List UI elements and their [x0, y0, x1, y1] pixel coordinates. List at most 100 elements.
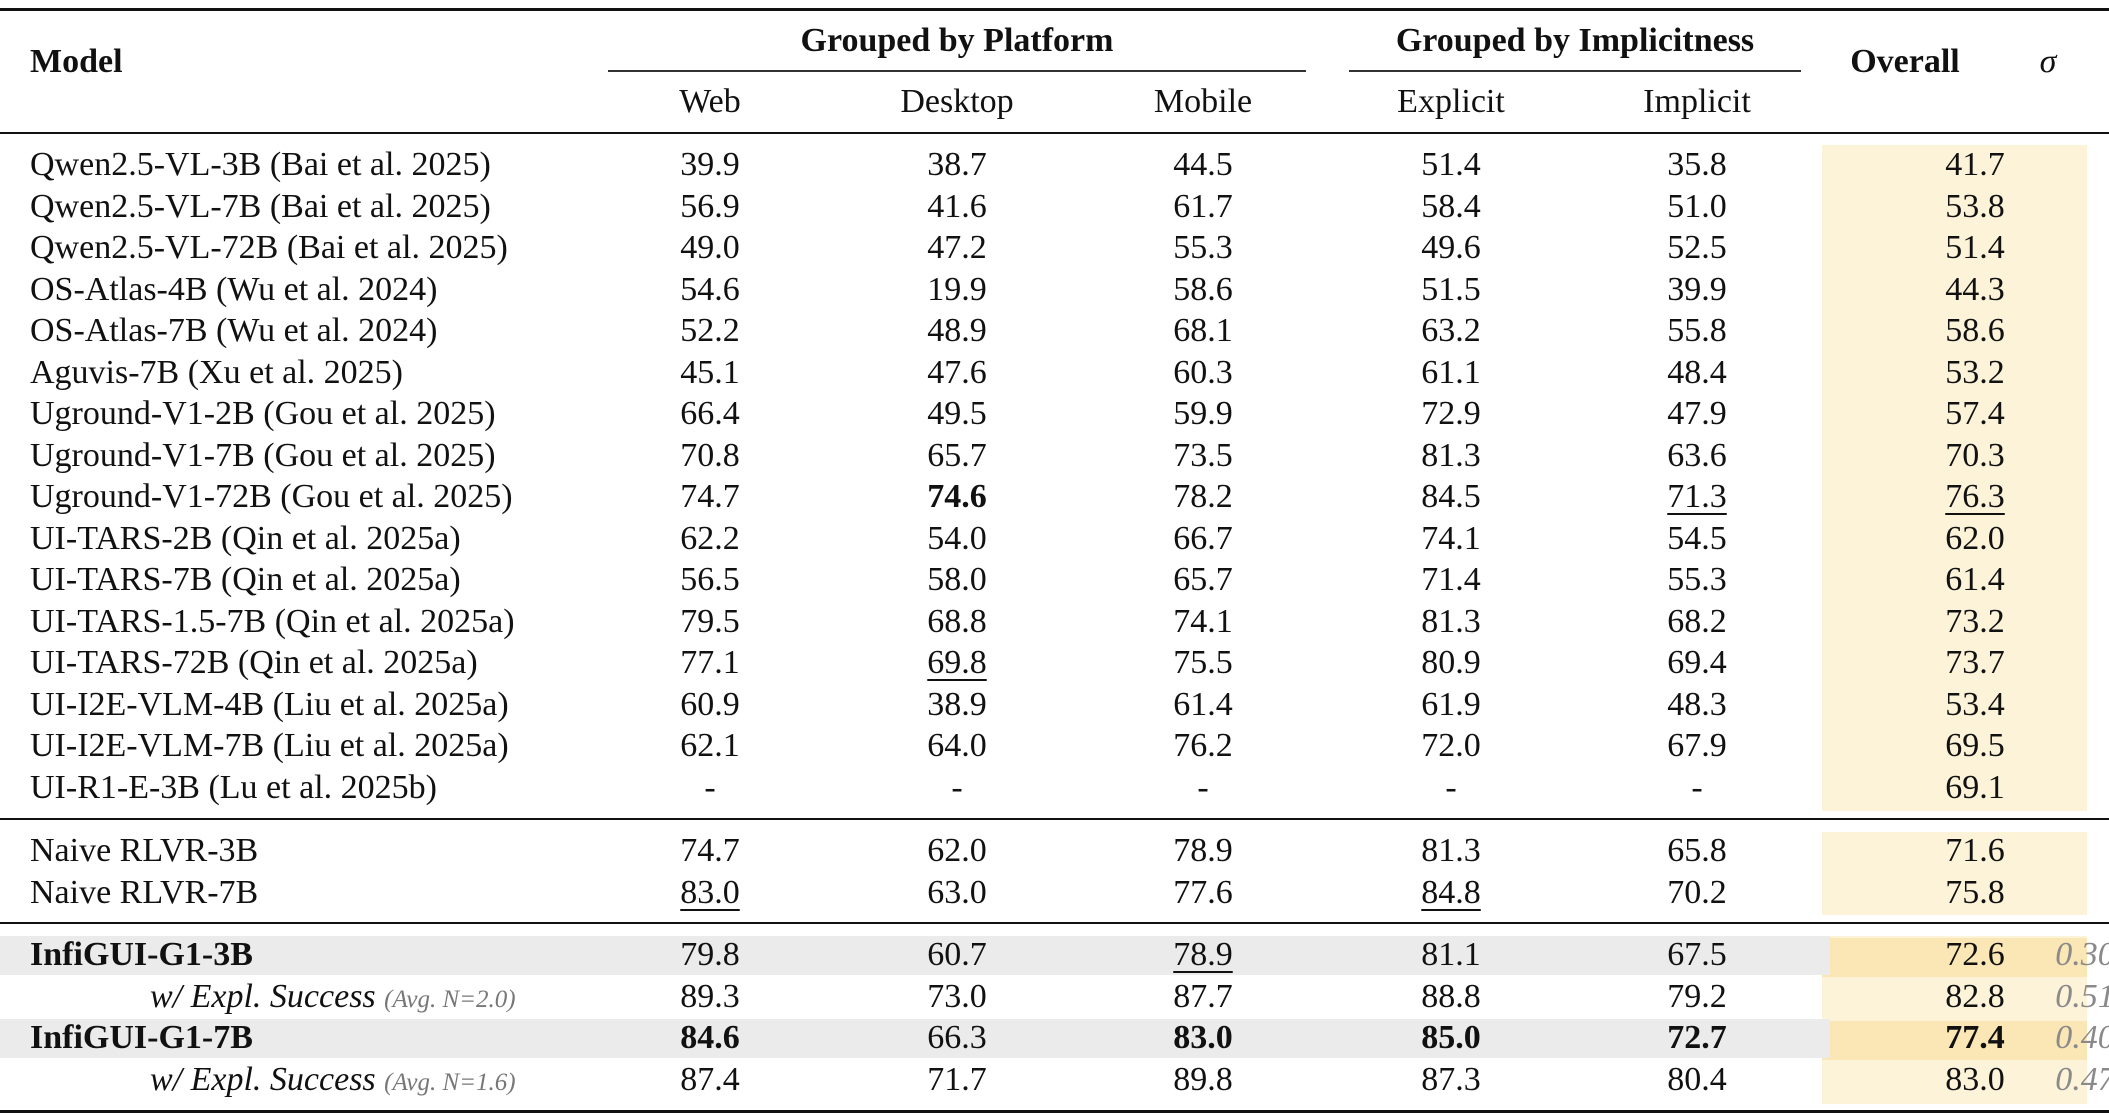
implicit-score: 55.3	[1667, 561, 1727, 598]
variant-label: w/ Expl. Success	[150, 1060, 376, 1098]
overall-score: 73.2	[1945, 602, 2005, 640]
overall-strong-bg	[1822, 938, 2087, 977]
implicitness-group-line	[1349, 70, 1801, 72]
overall-score: 76.3	[1945, 478, 2005, 515]
variant-label: w/ Expl. Success	[150, 977, 376, 1015]
header-overall: Overall	[1850, 43, 1960, 80]
desktop-score: 62.0	[927, 832, 987, 869]
web-score: 77.1	[680, 644, 740, 681]
web-score: 52.2	[680, 312, 740, 349]
model-name: UI-TARS-7B (Qin et al. 2025a)	[30, 561, 461, 598]
mobile-score: 58.6	[1173, 270, 1233, 308]
model-name: UI-R1-E-3B (Lu et al. 2025b)	[30, 768, 437, 806]
header-rule	[0, 132, 2109, 134]
mobile-score: 61.4	[1173, 685, 1233, 723]
desktop-score: 73.0	[927, 977, 987, 1015]
overall-score: 72.6	[1945, 936, 2005, 973]
model-name: Qwen2.5-VL-3B (Bai et al. 2025)	[30, 146, 491, 183]
mobile-score: -	[1197, 768, 1209, 806]
explicit-score: -	[1445, 768, 1457, 806]
desktop-score: 63.0	[927, 873, 987, 911]
bottom-rule	[0, 1110, 2109, 1113]
implicit-score: 52.5	[1667, 229, 1727, 266]
mobile-score: 75.5	[1173, 644, 1233, 681]
overall-score: 75.8	[1945, 873, 2005, 911]
web-score: 39.9	[680, 146, 740, 183]
desktop-score: 68.8	[927, 602, 987, 640]
desktop-score: 38.7	[927, 146, 987, 183]
implicit-score: 71.3	[1667, 478, 1727, 515]
highlight-row-bg	[0, 1019, 1830, 1058]
desktop-score: 65.7	[927, 436, 987, 474]
implicit-score: 47.9	[1667, 395, 1727, 432]
overall-score: 71.6	[1945, 832, 2005, 869]
mobile-score: 66.7	[1173, 519, 1233, 557]
implicit-score: -	[1691, 768, 1703, 806]
desktop-score: 19.9	[927, 270, 987, 308]
web-score: 60.9	[680, 685, 740, 723]
header-desktop: Desktop	[900, 83, 1014, 120]
sigma-value: 0.40	[2055, 1019, 2109, 1056]
model-name: Uground-V1-72B (Gou et al. 2025)	[30, 478, 513, 515]
web-score: 87.4	[680, 1060, 740, 1098]
overall-score: 62.0	[1945, 519, 2005, 557]
explicit-score: 71.4	[1421, 561, 1481, 598]
mobile-score: 78.9	[1173, 936, 1233, 973]
implicit-score: 54.5	[1667, 519, 1727, 557]
explicit-score: 72.9	[1421, 395, 1481, 432]
web-score: 79.5	[680, 602, 740, 640]
web-score: 79.8	[680, 936, 740, 973]
desktop-score: 60.7	[927, 936, 987, 973]
model-name: UI-TARS-72B (Qin et al. 2025a)	[30, 644, 478, 681]
avg-n-label: (Avg. N=2.0)	[384, 985, 516, 1013]
model-name: Qwen2.5-VL-7B (Bai et al. 2025)	[30, 187, 491, 225]
implicit-score: 51.0	[1667, 187, 1727, 225]
explicit-score: 72.0	[1421, 727, 1481, 764]
web-score: 54.6	[680, 270, 740, 308]
model-name: w/ Expl. Success (Avg. N=1.6)	[150, 1059, 516, 1100]
web-score: 56.9	[680, 187, 740, 225]
desktop-score: 64.0	[927, 727, 987, 764]
mobile-score: 74.1	[1173, 602, 1233, 640]
web-score: 89.3	[680, 977, 740, 1015]
explicit-score: 84.5	[1421, 478, 1481, 515]
header-implicit: Implicit	[1643, 83, 1751, 120]
overall-score: 53.2	[1945, 353, 2005, 391]
explicit-score: 51.4	[1421, 146, 1481, 183]
implicit-score: 70.2	[1667, 873, 1727, 911]
overall-score: 61.4	[1945, 561, 2005, 598]
model-name: InfiGUI-G1-3B	[30, 936, 253, 973]
mobile-score: 55.3	[1173, 229, 1233, 266]
web-score: 62.1	[680, 727, 740, 764]
overall-score: 58.6	[1945, 312, 2005, 349]
desktop-score: 48.9	[927, 312, 987, 349]
implicit-score: 55.8	[1667, 312, 1727, 349]
section-rule-1	[0, 818, 2109, 820]
implicit-score: 69.4	[1667, 644, 1727, 681]
implicit-score: 68.2	[1667, 602, 1727, 640]
model-name: Aguvis-7B (Xu et al. 2025)	[30, 353, 404, 391]
overall-score: 53.4	[1945, 685, 2005, 723]
desktop-score: 66.3	[927, 1019, 987, 1056]
implicit-score: 72.7	[1667, 1019, 1727, 1056]
explicit-score: 74.1	[1421, 519, 1481, 557]
overall-score: 44.3	[1945, 270, 2005, 308]
model-name: w/ Expl. Success (Avg. N=2.0)	[150, 976, 516, 1017]
model-name: Naive RLVR-3B	[30, 832, 259, 869]
overall-score: 69.5	[1945, 727, 2005, 764]
platform-group-line	[608, 70, 1306, 72]
mobile-score: 44.5	[1173, 146, 1233, 183]
explicit-score: 80.9	[1421, 644, 1481, 681]
model-name: Naive RLVR-7B	[30, 873, 259, 911]
explicit-score: 81.1	[1421, 936, 1481, 973]
implicit-score: 39.9	[1667, 270, 1727, 308]
explicit-score: 85.0	[1421, 1019, 1481, 1056]
model-name: OS-Atlas-4B (Wu et al. 2024)	[30, 270, 438, 308]
model-name: InfiGUI-G1-7B	[30, 1019, 253, 1056]
model-name: Uground-V1-7B (Gou et al. 2025)	[30, 436, 496, 474]
desktop-score: 71.7	[927, 1060, 987, 1098]
implicit-score: 67.5	[1667, 936, 1727, 973]
avg-n-label: (Avg. N=1.6)	[384, 1068, 516, 1096]
explicit-score: 81.3	[1421, 832, 1481, 869]
highlight-row-bg	[0, 936, 1830, 975]
